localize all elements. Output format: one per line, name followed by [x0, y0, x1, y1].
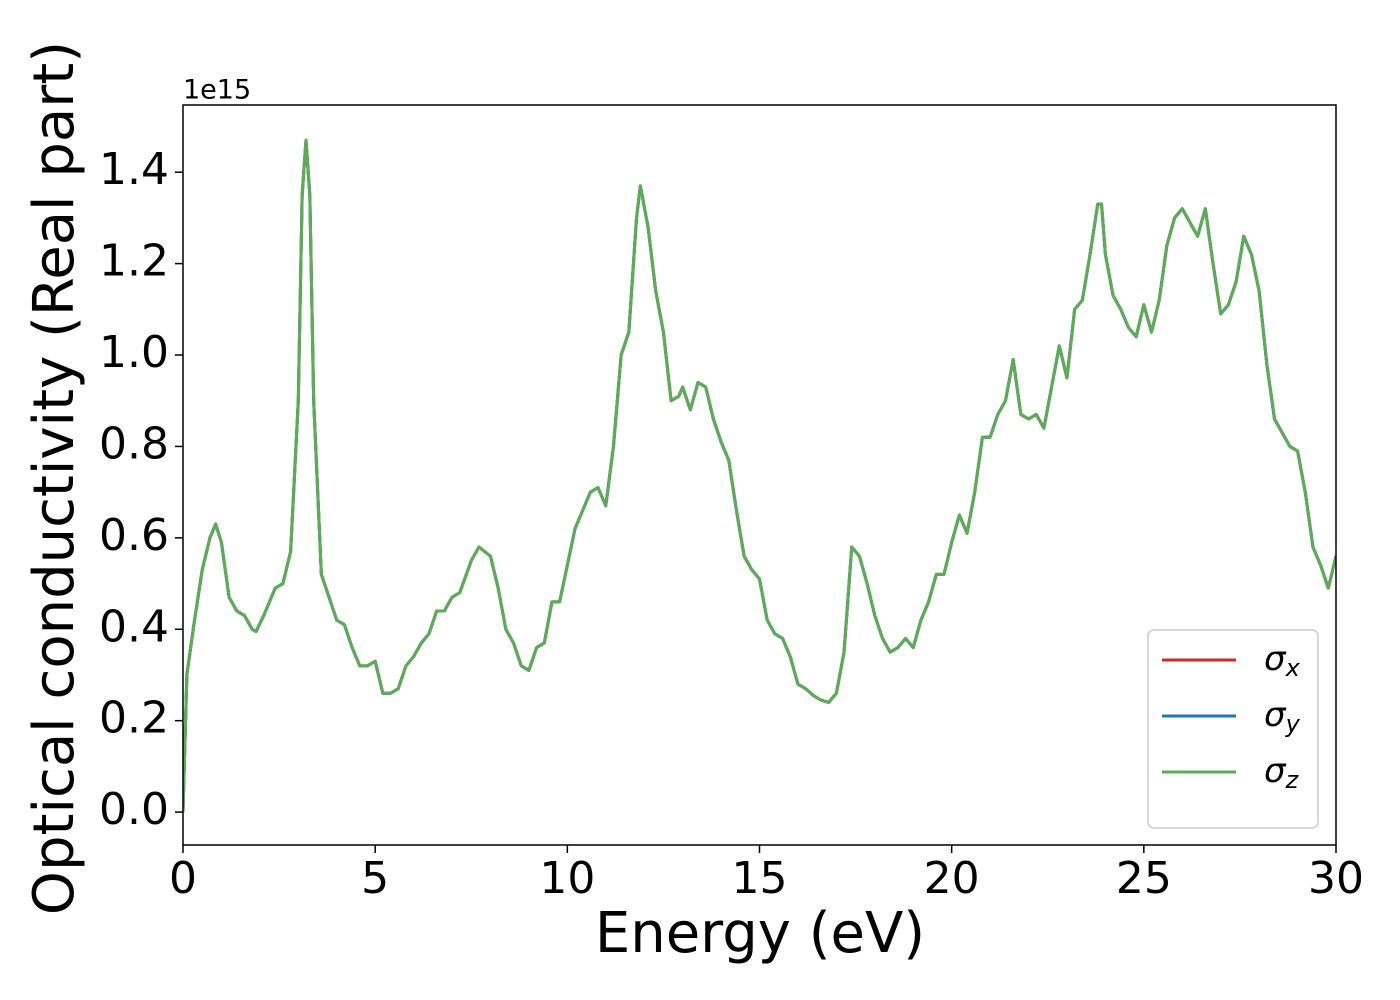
plot-frame	[182, 104, 1337, 846]
x-tick-label: 10	[539, 853, 595, 904]
x-tick-label: 5	[361, 853, 389, 904]
offset-text: 1e15	[183, 75, 251, 106]
y-tick-label: 0.6	[99, 510, 169, 561]
x-tick-label: 25	[1116, 853, 1172, 904]
legend-label: σz	[1264, 751, 1300, 795]
y-tick-label: 0.8	[99, 418, 169, 469]
y-tick-label: 0.4	[99, 601, 169, 652]
x-tick-label: 15	[732, 853, 788, 904]
series-line	[183, 138, 1336, 813]
y-tick-label: 0.0	[99, 784, 169, 835]
y-axis-label: Optical conductivity (Real part)	[22, 41, 87, 915]
legend-label: σy	[1264, 695, 1301, 739]
x-tick-label: 30	[1308, 853, 1364, 904]
y-tick-label: 1.4	[99, 144, 169, 195]
y-tick-label: 1.0	[99, 327, 169, 378]
y-tick-label: 0.2	[99, 693, 169, 744]
x-tick-label: 20	[924, 853, 980, 904]
legend-label: σx	[1264, 639, 1301, 683]
legend-box	[1147, 629, 1319, 829]
x-axis-label: Energy (eV)	[595, 901, 925, 966]
y-tick-label: 1.2	[99, 236, 169, 287]
x-tick-label: 0	[169, 853, 197, 904]
